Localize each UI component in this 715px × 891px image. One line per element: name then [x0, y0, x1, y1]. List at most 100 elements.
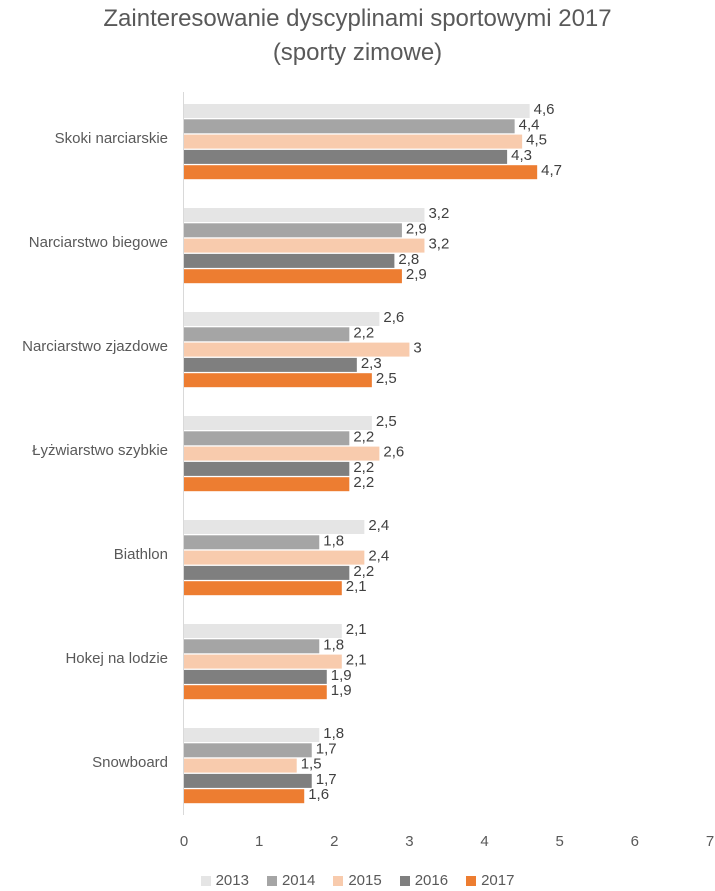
data-label-2015-0: 4,5	[526, 132, 547, 149]
x-tick-label-7: 7	[706, 833, 714, 850]
x-axis-ticks-layer: 0 1 2 3 4 5 6 7	[180, 833, 714, 850]
data-label-2016-2: 2,3	[361, 355, 382, 372]
data-label-2017-6: 1,6	[308, 786, 329, 803]
legend-swatch-2017	[466, 875, 477, 886]
data-label-2017-4: 2,1	[346, 578, 367, 595]
bar-2016-3	[184, 461, 350, 476]
data-label-2016-4: 2,2	[353, 563, 374, 580]
data-label-2013-2: 2,6	[383, 309, 404, 326]
bar-2017-2	[184, 373, 372, 388]
category-label-1: Narciarstwo biegowe	[29, 234, 168, 251]
bar-2015-6	[184, 758, 297, 773]
bar-2017-3	[184, 477, 350, 492]
legend-item-2015: 2015	[333, 872, 382, 889]
bar-2015-3	[184, 446, 380, 461]
bar-2013-2	[184, 312, 380, 326]
bar-2014-1	[184, 223, 402, 238]
data-label-2013-5: 2,1	[346, 621, 367, 638]
legend-item-2016: 2016	[399, 872, 449, 889]
legend: 2013 2014 2015 2016 2017	[0, 872, 715, 889]
data-label-2015-2: 3	[413, 340, 421, 357]
bar-2016-4	[184, 565, 350, 580]
bar-2015-4	[184, 550, 365, 565]
bar-2014-6	[184, 743, 312, 758]
x-tick-label-0: 0	[180, 833, 188, 850]
data-label-2015-3: 2,6	[383, 444, 404, 461]
bar-2015-2	[184, 342, 410, 357]
bar-2017-5	[184, 685, 327, 700]
bar-2017-0	[184, 165, 538, 180]
bar-2016-0	[184, 149, 508, 164]
data-label-2015-1: 3,2	[428, 236, 449, 253]
data-label-2016-0: 4,3	[511, 147, 532, 164]
data-label-2015-4: 2,4	[368, 548, 389, 565]
legend-label-2017: 2017	[481, 872, 515, 889]
data-label-2014-2: 2,2	[353, 324, 374, 341]
bar-2015-5	[184, 654, 342, 669]
legend-label-2015: 2015	[348, 872, 382, 889]
chart-title-line-2: (sporty zimowe)	[272, 39, 443, 66]
data-label-2016-1: 2,8	[398, 251, 419, 268]
data-label-2015-5: 2,1	[346, 652, 367, 669]
legend-swatch-2014	[266, 875, 277, 886]
bar-2016-1	[184, 253, 395, 268]
bar-2015-1	[184, 238, 425, 253]
chart-title: Zainteresowanie dyscyplinami sportowymi …	[0, 2, 715, 70]
legend-label-2014: 2014	[281, 872, 316, 889]
data-label-2017-5: 1,9	[331, 682, 352, 699]
data-label-2013-1: 3,2	[428, 205, 449, 222]
bar-2017-6	[184, 789, 305, 804]
bar-2013-1	[184, 208, 425, 222]
category-label-4: Biathlon	[114, 546, 168, 563]
category-labels-layer: Skoki narciarskie Narciarstwo biegowe Narc…	[22, 130, 168, 771]
bar-2014-3	[184, 431, 350, 446]
data-label-2013-0: 4,6	[534, 101, 555, 118]
data-label-2013-6: 1,8	[323, 725, 344, 742]
bar-2014-0	[184, 119, 515, 134]
data-label-2017-2: 2,5	[376, 370, 397, 387]
data-labels-layer: 4,64,44,54,34,73,22,93,22,82,92,62,232,3…	[301, 101, 562, 803]
legend-label-2013: 2013	[215, 872, 249, 889]
bar-2014-5	[184, 639, 320, 654]
bar-2014-2	[184, 327, 350, 342]
data-label-2016-3: 2,2	[353, 459, 374, 476]
x-tick-label-6: 6	[631, 833, 639, 850]
bar-2013-4	[184, 520, 365, 534]
legend-swatch-2015	[333, 875, 344, 886]
data-label-2016-6: 1,7	[316, 771, 337, 788]
x-tick-label-2: 2	[330, 833, 338, 850]
legend-item-2014: 2014	[266, 872, 316, 889]
data-label-2014-3: 2,2	[353, 428, 374, 445]
legend-swatch-2013	[200, 875, 211, 886]
bar-2013-5	[184, 624, 342, 638]
data-label-2014-0: 4,4	[519, 116, 540, 133]
data-label-2013-4: 2,4	[368, 517, 389, 534]
bar-2013-0	[184, 104, 530, 118]
bar-2017-1	[184, 269, 402, 284]
bar-2017-4	[184, 581, 342, 596]
category-label-5: Hokej na lodzie	[65, 650, 168, 667]
data-label-2015-6: 1,5	[301, 756, 322, 773]
bar-2016-5	[184, 669, 327, 684]
legend-item-2017: 2017	[466, 872, 514, 889]
data-label-2016-5: 1,9	[331, 667, 352, 684]
data-label-2014-4: 1,8	[323, 532, 344, 549]
legend-item-2013: 2013	[200, 872, 249, 889]
data-label-2017-0: 4,7	[541, 162, 562, 179]
legend-swatch-2016	[399, 875, 410, 886]
data-label-2014-5: 1,8	[323, 636, 344, 653]
bar-2015-0	[184, 134, 523, 149]
bar-2013-6	[184, 728, 320, 742]
x-tick-label-5: 5	[556, 833, 564, 850]
category-label-2: Narciarstwo zjazdowe	[22, 338, 168, 355]
bar-2014-4	[184, 535, 320, 550]
category-label-3: Łyżwiarstwo szybkie	[32, 442, 168, 459]
data-label-2014-1: 2,9	[406, 220, 427, 237]
legend-label-2016: 2016	[414, 872, 449, 889]
category-label-0: Skoki narciarskie	[55, 130, 168, 147]
bar-2013-3	[184, 416, 372, 430]
bars-layer	[184, 104, 538, 804]
bar-2016-6	[184, 773, 312, 788]
bar-2016-2	[184, 357, 357, 372]
